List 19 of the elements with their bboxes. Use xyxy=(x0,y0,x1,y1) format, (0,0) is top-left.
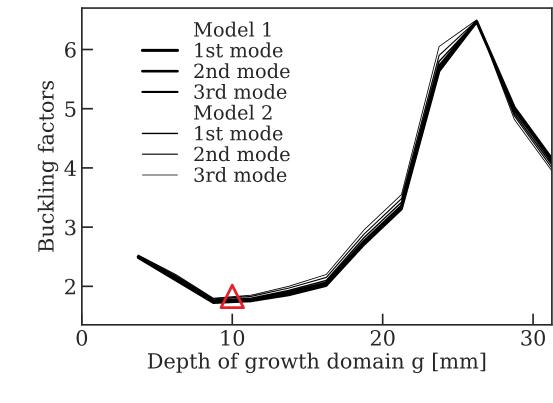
y-tick-label: 2 xyxy=(65,278,75,294)
legend-label: 3rd mode xyxy=(194,167,286,182)
legend-label: 2nd mode xyxy=(194,146,290,162)
y-axis-title: Buckling factors xyxy=(38,80,58,252)
x-tick-label: 10 xyxy=(222,330,244,346)
y-tick-label: 6 xyxy=(65,42,76,58)
annotation: Model 1 xyxy=(194,22,271,37)
legend-label: 3rd mode xyxy=(194,84,286,100)
legend-label: 2nd mode xyxy=(194,63,290,78)
annotation: Model 2 xyxy=(194,104,272,120)
legend-label: 1st mode xyxy=(195,42,282,58)
legend-label: 1st mode xyxy=(195,125,282,141)
x-tick-label: 20 xyxy=(370,330,395,346)
y-tick-label: 3 xyxy=(65,220,76,236)
x-tick-label: 30 xyxy=(521,330,545,346)
y-tick-label: 4 xyxy=(64,160,76,176)
x-axis-title: Depth of growth domain g [mm] xyxy=(148,352,486,374)
y-tick-label: 5 xyxy=(66,101,76,117)
x-tick-label: 0 xyxy=(76,330,88,346)
